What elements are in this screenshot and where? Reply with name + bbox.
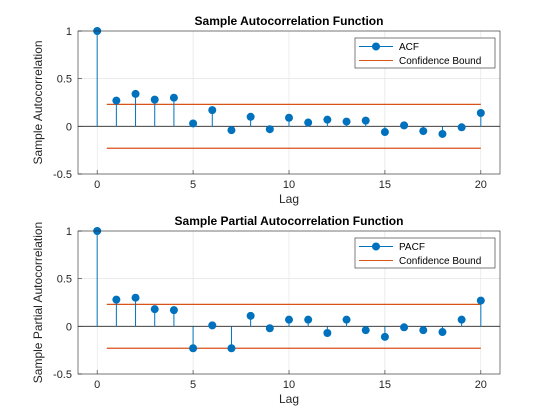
- acf-ylabel: Sample Autocorrelation: [31, 40, 45, 164]
- acf-xtick-label-5: 5: [190, 179, 196, 191]
- acf-axes: 0 5 10 15 20 -0.5 0 0.5 1 Sample Autocorrelatio…: [31, 14, 501, 206]
- pacf-marker-3: [150, 305, 159, 314]
- pacf-legend: PACF Confidence Bound: [354, 237, 496, 269]
- acf-marker-5: [189, 119, 198, 128]
- pacf-legend-series-marker: [372, 242, 380, 251]
- pacf-stems: [93, 227, 485, 353]
- acf-title: Sample Autocorrelation Function: [195, 14, 384, 28]
- acf-xlabel: Lag: [279, 192, 299, 206]
- pacf-marker-17: [419, 326, 428, 335]
- acf-marker-1: [112, 96, 121, 105]
- acf-marker-2: [131, 89, 140, 98]
- acf-marker-8: [246, 112, 255, 121]
- pacf-marker-10: [285, 315, 293, 324]
- acf-legend-box: [354, 37, 496, 69]
- pacf-marker-20: [476, 296, 485, 305]
- acf-xtick-label-10: 10: [283, 179, 295, 191]
- acf-marker-13: [342, 117, 351, 126]
- acf-marker-4: [169, 93, 178, 102]
- pacf-xtick-label-15: 15: [379, 379, 391, 391]
- acf-marker-11: [304, 118, 313, 127]
- acf-marker-17: [419, 127, 428, 136]
- pacf-confidence-bounds: [106, 303, 481, 349]
- acf-marker-3: [150, 95, 159, 104]
- pacf-ytick-label-2: 0.5: [57, 274, 72, 286]
- pacf-xtick-label-5: 5: [190, 379, 196, 391]
- pacf-marker-19: [457, 315, 466, 324]
- pacf-ylabel: Sample Partial Autocorrelation: [31, 222, 45, 383]
- pacf-ytick-label-1: 0: [66, 321, 72, 333]
- pacf-marker-1: [112, 295, 121, 304]
- acf-marker-10: [285, 113, 293, 122]
- pacf-xlabel: Lag: [279, 392, 299, 406]
- acf-ytick-label-1: 0: [66, 121, 72, 133]
- acf-marker-15: [380, 128, 389, 137]
- acf-marker-6: [208, 106, 217, 115]
- pacf-marker-5: [189, 344, 198, 353]
- pacf-marker-11: [304, 315, 313, 324]
- acf-confidence-bounds: [106, 103, 481, 149]
- pacf-legend-bound-label: Confidence Bound: [399, 256, 481, 267]
- pacf-marker-12: [323, 329, 332, 338]
- pacf-marker-6: [208, 321, 217, 330]
- pacf-xtick-label-20: 20: [475, 379, 487, 391]
- pacf-axes: 0 5 10 15 20 -0.5 0 0.5 1 Sample Partial Autoco…: [31, 214, 501, 406]
- acf-x-ticks: 0 5 10 15 20: [94, 170, 487, 191]
- pacf-marker-9: [265, 324, 274, 333]
- pacf-xtick-label-0: 0: [94, 379, 100, 391]
- acf-stems: [93, 27, 485, 138]
- acf-marker-20: [476, 108, 485, 117]
- pacf-marker-15: [380, 332, 389, 341]
- pacf-marker-2: [131, 293, 140, 302]
- pacf-marker-18: [438, 328, 447, 337]
- pacf-xtick-label-10: 10: [283, 379, 295, 391]
- pacf-marker-7: [227, 344, 236, 353]
- acf-xtick-label-0: 0: [94, 179, 100, 191]
- acf-ytick-label-3: 1: [66, 26, 72, 38]
- acf-legend: ACF Confidence Bound: [354, 37, 496, 69]
- pacf-marker-14: [361, 326, 370, 335]
- acf-marker-9: [265, 125, 274, 134]
- acf-marker-19: [457, 123, 466, 132]
- pacf-legend-series-label: PACF: [399, 242, 425, 253]
- acf-ytick-label-0: -0.5: [53, 169, 72, 181]
- pacf-ytick-label-3: 1: [66, 226, 72, 238]
- pacf-y-ticks: -0.5 0 0.5 1: [53, 226, 82, 381]
- acf-legend-series-label: ACF: [399, 42, 419, 53]
- acf-legend-bound-label: Confidence Bound: [399, 56, 481, 67]
- acf-xtick-label-15: 15: [379, 179, 391, 191]
- acf-marker-16: [400, 121, 409, 130]
- pacf-marker-4: [169, 306, 178, 315]
- acf-marker-14: [361, 116, 370, 125]
- pacf-x-ticks: 0 5 10 15 20: [94, 370, 487, 391]
- pacf-ytick-label-0: -0.5: [53, 369, 72, 381]
- acf-marker-18: [438, 129, 447, 138]
- pacf-marker-16: [400, 323, 409, 332]
- acf-legend-series-marker: [372, 42, 380, 51]
- pacf-title: Sample Partial Autocorrelation Function: [175, 214, 404, 228]
- acf-ytick-label-2: 0.5: [57, 74, 72, 86]
- pacf-legend-box: [354, 237, 496, 269]
- pacf-marker-13: [342, 315, 351, 324]
- acf-marker-12: [323, 115, 332, 124]
- pacf-marker-8: [246, 311, 255, 320]
- acf-xtick-label-20: 20: [475, 179, 487, 191]
- acf-marker-7: [227, 126, 236, 135]
- acf-y-ticks: -0.5 0 0.5 1: [53, 26, 82, 181]
